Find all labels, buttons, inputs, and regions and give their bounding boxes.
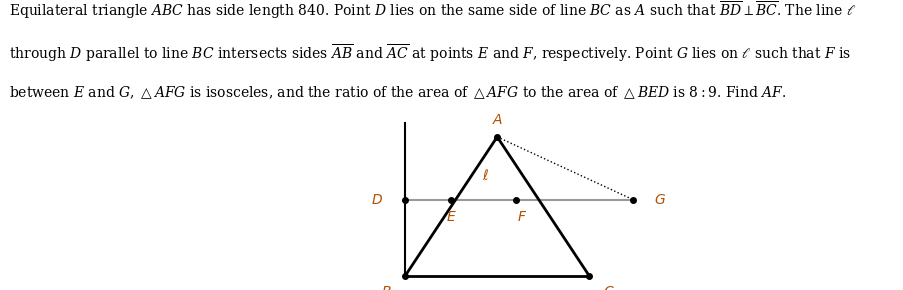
Text: Equilateral triangle $ABC$ has side length 840. Point $D$ lies on the same side : Equilateral triangle $ABC$ has side leng… bbox=[9, 0, 855, 21]
Text: $D$: $D$ bbox=[371, 193, 383, 206]
Text: $B$: $B$ bbox=[380, 285, 391, 290]
Text: $C$: $C$ bbox=[602, 285, 614, 290]
Text: $F$: $F$ bbox=[516, 210, 526, 224]
Text: $E$: $E$ bbox=[445, 210, 456, 224]
Text: $\ell$: $\ell$ bbox=[481, 168, 489, 183]
Text: through $D$ parallel to line $BC$ intersects sides $\overline{AB}$ and $\overlin: through $D$ parallel to line $BC$ inters… bbox=[9, 42, 851, 64]
Text: $A$: $A$ bbox=[491, 113, 502, 127]
Text: between $E$ and $G$, $\triangle AFG$ is isosceles, and the ratio of the area of : between $E$ and $G$, $\triangle AFG$ is … bbox=[9, 84, 786, 101]
Text: $G$: $G$ bbox=[654, 193, 666, 206]
